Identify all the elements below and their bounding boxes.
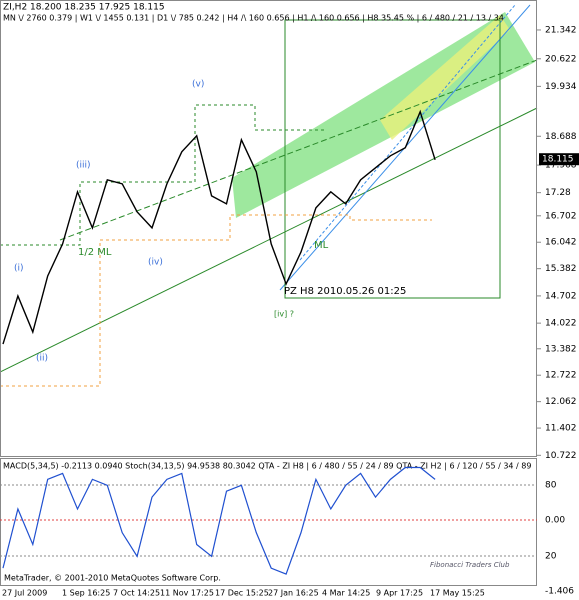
main-pane [0,0,537,457]
zone-box [284,19,501,299]
current-price-box [539,153,579,166]
fork-line [299,4,516,261]
footer: MetaTrader, © 2001-2010 MetaQuotes Softw… [4,574,221,583]
trend-line [0,107,538,373]
indicator-axis-label: 0.00 [545,516,565,526]
date-label: 1 Sep 16:25 [62,589,110,598]
wave-levels [0,104,325,246]
date-label: 17 Dec 15:25 [215,589,269,598]
y-tick-label: 19.934 [545,82,577,92]
annotation: (iii) [76,161,91,171]
y-tick-label: 17.28 [545,188,571,198]
annotation: 1/2 ML [78,247,112,258]
y-tick-label: 16.702 [545,211,577,221]
price-line [2,109,436,345]
date-label: 7 Oct 14:25 [113,589,160,598]
y-tick-label: 10.722 [545,451,577,461]
y-tick-label: 15.382 [545,264,577,274]
date-label: 11 Nov 17:25 [160,589,214,598]
channel-inner [380,15,510,140]
indicator-axis-label: -1.406 [545,587,574,597]
y-tick-label: 11.402 [545,424,577,434]
annotation: PZ H8 2010.05.26 01:25 [284,286,406,297]
annotation: ML [314,240,329,251]
indicator-axis-label: 20 [545,552,557,562]
annotation: (i) [14,264,24,274]
indicator-title: MACD(5,34,5) -0.2113 0.0940 Stoch(34,13,… [3,462,531,471]
stoch-line [2,466,436,575]
indicator-pane [0,458,537,586]
annotation: (iv) [148,258,163,268]
y-tick-label: 18.688 [545,132,577,142]
y-tick-label: 16.042 [545,238,577,248]
annotation: (ii) [36,354,48,364]
header-line1: ZI,H2 18.200 18.235 17.925 18.115 [3,3,165,13]
y-tick-label: 21.342 [545,25,577,35]
watermark: Fibonacci Traders Club [430,561,510,569]
y-tick-label: 20.622 [545,54,577,64]
y-tick-label: 12.062 [545,397,577,407]
date-label: 4 Mar 14:25 [322,589,370,598]
y-tick-label: 13.382 [545,344,577,354]
y-tick-label: 12.722 [545,371,577,381]
indicator-axis-label: 80 [545,481,557,491]
y-tick-label: 14.022 [545,319,577,329]
annotation: [iv] ? [274,310,294,319]
date-label: 9 Apr 17:25 [376,589,423,598]
date-label: 27 Jan 16:25 [268,589,319,598]
date-label: 17 May 15:25 [430,589,485,598]
median-line [59,59,538,241]
y-tick-label: 17.968 [545,161,577,171]
date-label: 27 Jul 2009 [2,589,47,598]
y-tick-label: 14.702 [545,291,577,301]
current-price-label: 18.115 [542,155,574,165]
header-line2: MN \/ 2760 0.379 | W1 \/ 1455 0.131 | D1… [3,14,504,23]
annotation: (v) [192,80,204,90]
